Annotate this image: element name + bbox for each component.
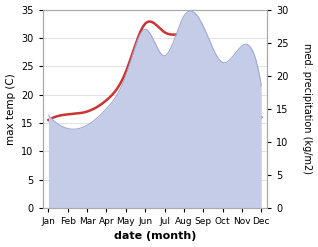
Y-axis label: med. precipitation (kg/m2): med. precipitation (kg/m2) bbox=[302, 43, 313, 174]
Y-axis label: max temp (C): max temp (C) bbox=[5, 73, 16, 144]
X-axis label: date (month): date (month) bbox=[114, 231, 196, 242]
